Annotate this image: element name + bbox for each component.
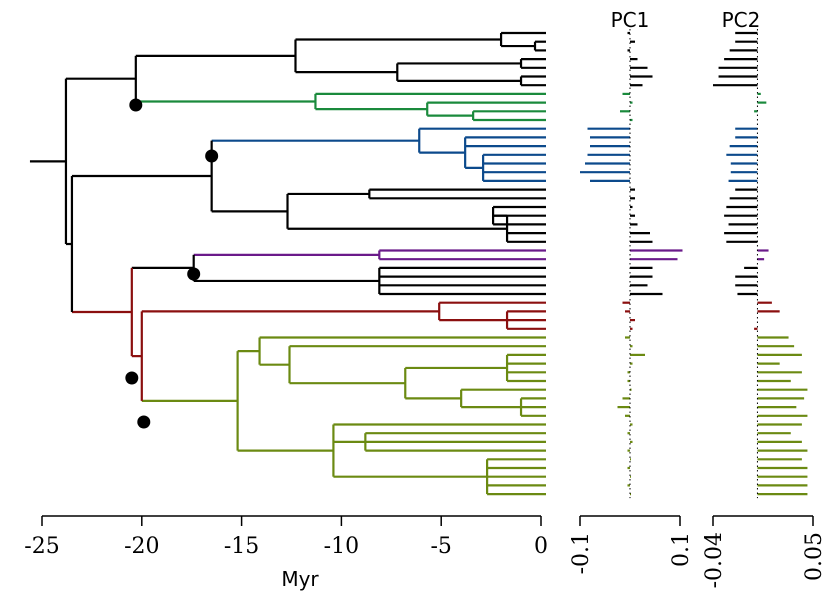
clade-marker-blue: [205, 149, 219, 163]
pc1-title: PC1: [611, 8, 650, 32]
pc1-bars: [580, 29, 683, 499]
time-tick-label-5: 0: [534, 534, 548, 559]
time-tick-label-1: -20: [124, 534, 159, 559]
pc1-axis: -0.1 0.1: [569, 515, 694, 574]
clade-marker-purple: [187, 267, 201, 281]
clade-marker-red: [125, 371, 139, 385]
clade-marker-olive: [137, 415, 151, 429]
pc2-bars: [713, 29, 808, 499]
clade-marker-green: [129, 98, 143, 112]
pc2-axis: -0.04 0.05: [702, 515, 825, 588]
time-tick-label-0: -25: [24, 534, 59, 559]
time-axis: -25 -20 -15 -10 -5 0: [24, 515, 548, 559]
time-tick-label-4: -5: [430, 534, 451, 559]
pc2-tick-label-1: 0.05: [802, 532, 825, 581]
pc2-title: PC2: [722, 8, 761, 32]
pc1-tick-label-1: 0.1: [669, 532, 694, 567]
pc2-tick-label-0: -0.04: [702, 532, 727, 588]
tree-branches: [29, 31, 546, 496]
time-axis-title: Myr: [281, 567, 319, 591]
time-tick-label-2: -15: [224, 534, 259, 559]
clade-markers: [125, 98, 219, 429]
pc1-tick-label-0: -0.1: [569, 532, 594, 574]
time-tick-label-3: -10: [324, 534, 359, 559]
